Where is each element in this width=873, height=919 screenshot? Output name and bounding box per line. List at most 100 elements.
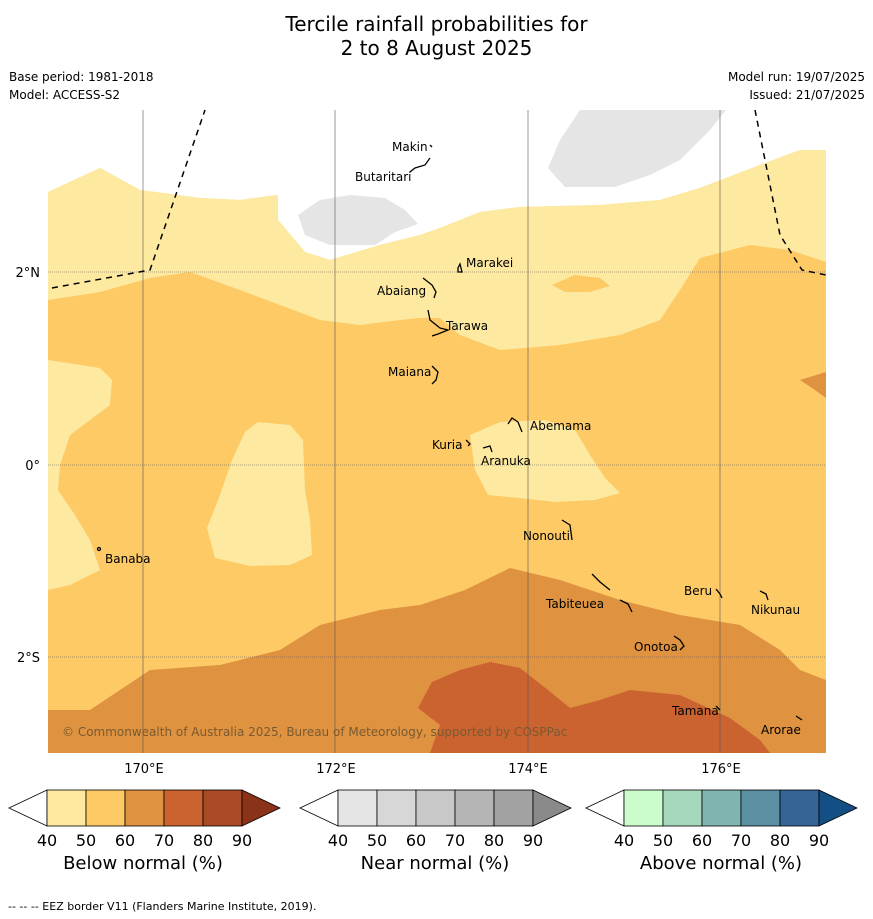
base-period: Base period: 1981-2018 [9, 70, 154, 84]
issued-date: Issued: 21/07/2025 [749, 88, 865, 102]
zone-60-70-east [800, 372, 826, 398]
colorbar-near-segment [376, 789, 417, 827]
near-normal-patch-2 [548, 110, 726, 187]
lon-labels: 170°E 172°E 174°E 176°E [124, 762, 741, 777]
colorbar-below-segment [202, 789, 243, 827]
colorbar-above-tick: 60 [692, 831, 712, 850]
eez-border-west [51, 109, 206, 289]
island-tabiteuea-north [591, 573, 611, 591]
meta-left: Base period: 1981-2018 Model: ACCESS-S2 [9, 68, 154, 104]
label-aranuka: Aranuka [481, 454, 531, 468]
island-marakei [457, 262, 463, 273]
colorbar-above-max-extend [818, 789, 858, 827]
colorbar-near-tick: 60 [406, 831, 426, 850]
island-butaritari [409, 157, 431, 173]
label-marakei: Marakei [466, 256, 513, 270]
label-maiana: Maiana [388, 365, 431, 379]
place-labels: Makin Butaritari Marakei Abaiang Tarawa … [105, 140, 801, 737]
colorbar-above-tick: 70 [731, 831, 751, 850]
label-abaiang: Abaiang [377, 284, 426, 298]
eez-borders [51, 109, 827, 289]
colorbar-above-min-extend [585, 789, 625, 827]
colorbar-near-max-extend [532, 789, 572, 827]
island-abemama [507, 417, 523, 433]
island-beru [715, 588, 723, 599]
colorbar-below-tick: 50 [76, 831, 96, 850]
grid-lines [48, 110, 826, 753]
island-abaiang [422, 277, 437, 299]
colorbar-below-segment [46, 789, 87, 827]
colorbar-label-below: Below normal (%) [63, 853, 223, 874]
colorbar-above-segment [740, 789, 781, 827]
label-nikunau: Nikunau [751, 603, 800, 617]
lon-label-170: 170°E [124, 762, 164, 777]
island-tabiteuea-south [619, 599, 633, 613]
colorbar-label-near: Near normal (%) [360, 853, 510, 874]
label-onotoa: Onotoa [634, 640, 678, 654]
label-beru: Beru [684, 584, 712, 598]
label-nonouti: Nonouti [523, 529, 570, 543]
lat-label-2n: 2°N [16, 266, 41, 281]
zone-40-50-central [207, 422, 312, 566]
colorbar-below-tick: 80 [193, 831, 213, 850]
colorbar-above-segment [623, 789, 664, 827]
zone-40-50-west [48, 360, 112, 590]
colorbar-below-tick: 60 [115, 831, 135, 850]
chart-title: Tercile rainfall probabilities for 2 to … [0, 12, 873, 60]
label-butaritari: Butaritari [355, 170, 412, 184]
colorbar-near-min-extend [299, 789, 339, 827]
colorbar-near-segment [454, 789, 495, 827]
lat-labels: 2°N 0° 2°S [16, 266, 41, 666]
zone-50-60-patch [552, 275, 610, 292]
colorbar-below-tick: 90 [232, 831, 252, 850]
colorbar-above-tick: 90 [809, 831, 829, 850]
model-run: Model run: 19/07/2025 [727, 70, 865, 84]
colorbar-near-tick: 40 [328, 831, 348, 850]
label-makin: Makin [392, 140, 428, 154]
zone-40-50-abemama [470, 420, 620, 502]
colorbar-near-tick: 50 [367, 831, 387, 850]
colorbar-below-segment [163, 789, 204, 827]
colorbar-below-min-extend [8, 789, 48, 827]
colorbar-below: 40 50 60 70 80 90 [8, 789, 281, 850]
colorbar-above-segment [779, 789, 820, 827]
island-makin [429, 144, 433, 148]
colorbar-near: 40 50 60 70 80 90 [299, 789, 572, 850]
label-abemama: Abemama [530, 419, 591, 433]
label-tarawa: Tarawa [445, 319, 488, 333]
colorbar-near-tick: 70 [445, 831, 465, 850]
island-tamana [715, 705, 721, 711]
zone-70-80-lower [440, 720, 570, 753]
colorbar-above-tick: 80 [770, 831, 790, 850]
colorbar-near-segment [493, 789, 534, 827]
lat-label-0: 0° [25, 459, 40, 474]
colorbar-below-tick: 40 [37, 831, 57, 850]
label-banaba: Banaba [105, 552, 151, 566]
colorbar-above-segment [662, 789, 703, 827]
colorbar-above-segment [701, 789, 742, 827]
label-arorae: Arorae [761, 723, 801, 737]
island-nonouti [561, 519, 573, 541]
colorbar-above-tick: 50 [653, 831, 673, 850]
lon-label-174: 174°E [508, 762, 548, 777]
eez-border-east [754, 109, 827, 276]
island-arorae [795, 715, 803, 721]
island-onotoa [673, 635, 685, 651]
island-nikunau [759, 590, 769, 601]
colorbar-near-segment [415, 789, 456, 827]
colorbar-below-max-extend [241, 789, 281, 827]
title-line-2: 2 to 8 August 2025 [340, 36, 533, 60]
lat-label-2s: 2°S [17, 651, 40, 666]
colorbar-label-above: Above normal (%) [639, 853, 803, 874]
title-line-1: Tercile rainfall probabilities for [285, 12, 588, 36]
probability-field [48, 110, 826, 753]
colorbar-near-tick: 80 [484, 831, 504, 850]
copyright-text: © Commonwealth of Australia 2025, Bureau… [62, 725, 567, 739]
colorbar-below-segment [85, 789, 126, 827]
model-name: Model: ACCESS-S2 [9, 88, 121, 102]
colorbars: 40 50 60 70 80 90 40 50 60 70 80 90 40 50 60 70 80 90 [8, 789, 858, 850]
near-normal-patch-1 [298, 195, 418, 245]
island-outlines [96, 144, 803, 721]
island-aranuka [482, 445, 493, 453]
